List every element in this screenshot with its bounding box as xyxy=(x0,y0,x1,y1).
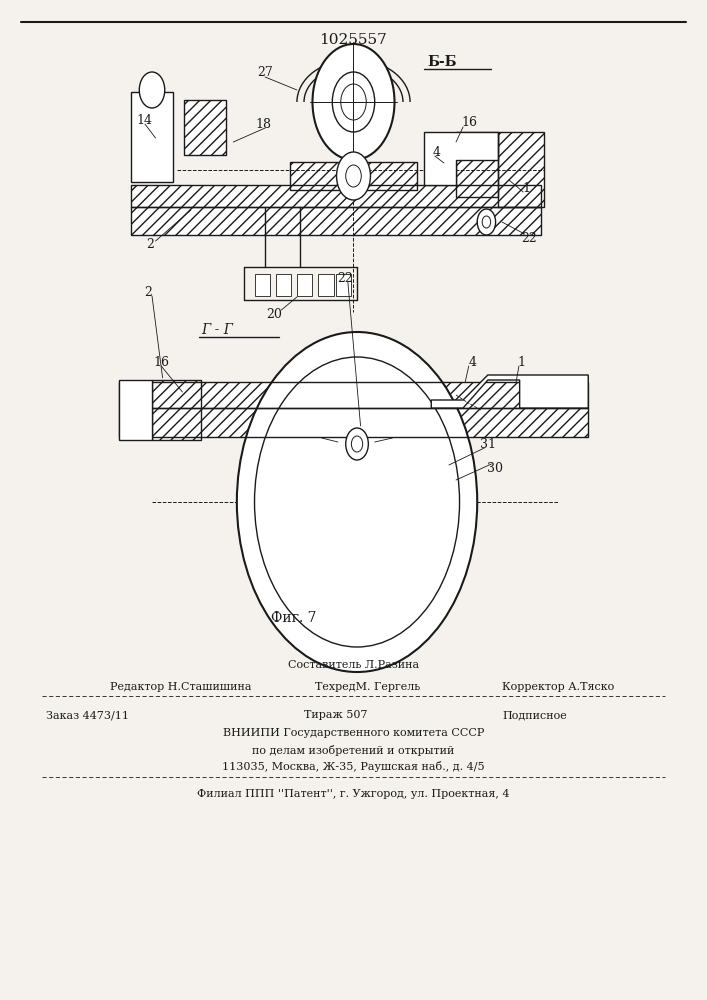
Text: 4: 4 xyxy=(433,145,441,158)
Polygon shape xyxy=(431,375,588,408)
Text: Составитель Л.Разина: Составитель Л.Разина xyxy=(288,660,419,670)
Text: Редактор Н.Сташишина: Редактор Н.Сташишина xyxy=(110,682,251,692)
Text: Корректор А.Тяско: Корректор А.Тяско xyxy=(502,682,614,692)
Text: Филиал ППП ''Патент'', г. Ужгород, ул. Проектная, 4: Филиал ППП ''Патент'', г. Ужгород, ул. П… xyxy=(197,789,510,799)
Circle shape xyxy=(346,165,361,187)
Text: ВНИИПИ Государственного комитета СССР: ВНИИПИ Государственного комитета СССР xyxy=(223,728,484,738)
Bar xyxy=(131,185,541,207)
Bar xyxy=(152,380,201,440)
Text: Фиг. 6: Фиг. 6 xyxy=(331,341,376,355)
Text: Г - Г: Г - Г xyxy=(201,323,233,337)
Bar xyxy=(255,274,270,296)
Bar xyxy=(131,185,541,207)
Circle shape xyxy=(337,152,370,200)
Text: Фиг. 7: Фиг. 7 xyxy=(271,611,316,625)
Bar xyxy=(184,100,226,155)
Bar xyxy=(119,408,588,437)
Text: ТехредМ. Гергель: ТехредМ. Гергель xyxy=(315,682,420,692)
Circle shape xyxy=(477,209,496,235)
Text: 113035, Москва, Ж-35, Раушская наб., д. 4/5: 113035, Москва, Ж-35, Раушская наб., д. … xyxy=(222,762,485,772)
Text: 2: 2 xyxy=(146,238,155,251)
Bar xyxy=(276,274,291,296)
Text: Подписное: Подписное xyxy=(502,710,567,720)
Text: 16: 16 xyxy=(462,116,477,129)
Bar xyxy=(184,100,226,155)
Text: 1: 1 xyxy=(518,356,526,368)
Bar xyxy=(498,132,544,207)
Circle shape xyxy=(346,428,368,460)
Text: 20: 20 xyxy=(267,308,282,320)
Circle shape xyxy=(341,84,366,120)
Bar xyxy=(290,162,354,190)
Circle shape xyxy=(482,216,491,228)
Bar xyxy=(336,274,351,296)
Bar xyxy=(498,132,544,207)
Circle shape xyxy=(351,436,363,452)
Text: 31: 31 xyxy=(480,438,496,450)
Bar xyxy=(131,92,173,182)
Text: Заказ 4473/11: Заказ 4473/11 xyxy=(46,710,129,720)
Bar xyxy=(520,375,588,408)
Text: 1: 1 xyxy=(522,182,531,194)
Bar xyxy=(290,162,354,190)
Circle shape xyxy=(237,332,477,672)
Bar xyxy=(318,274,334,296)
Text: 14: 14 xyxy=(137,113,153,126)
Polygon shape xyxy=(424,132,498,185)
Bar xyxy=(297,274,312,296)
Bar xyxy=(119,382,588,408)
Bar xyxy=(152,380,201,440)
Bar xyxy=(456,132,498,197)
Bar xyxy=(119,408,588,437)
Text: 2: 2 xyxy=(144,286,153,298)
Bar xyxy=(354,162,417,190)
Bar xyxy=(131,207,541,235)
Text: Тираж 507: Тираж 507 xyxy=(304,710,368,720)
Text: 27: 27 xyxy=(257,66,273,79)
Text: 30: 30 xyxy=(487,462,503,475)
Bar xyxy=(131,92,173,182)
Text: 22: 22 xyxy=(337,271,353,284)
Bar xyxy=(354,162,417,190)
Bar xyxy=(456,132,498,197)
Bar xyxy=(119,382,588,408)
Circle shape xyxy=(312,44,395,160)
Circle shape xyxy=(332,72,375,132)
Circle shape xyxy=(139,72,165,108)
Text: Б-Б: Б-Б xyxy=(428,55,457,69)
Text: 1025557: 1025557 xyxy=(320,33,387,47)
Text: 4: 4 xyxy=(468,356,477,368)
Text: 18: 18 xyxy=(256,117,271,130)
Text: 16: 16 xyxy=(153,356,169,368)
Text: по делам изобретений и открытий: по делам изобретений и открытий xyxy=(252,744,455,756)
Text: 22: 22 xyxy=(521,232,537,244)
Bar xyxy=(131,207,541,235)
Polygon shape xyxy=(119,380,152,440)
